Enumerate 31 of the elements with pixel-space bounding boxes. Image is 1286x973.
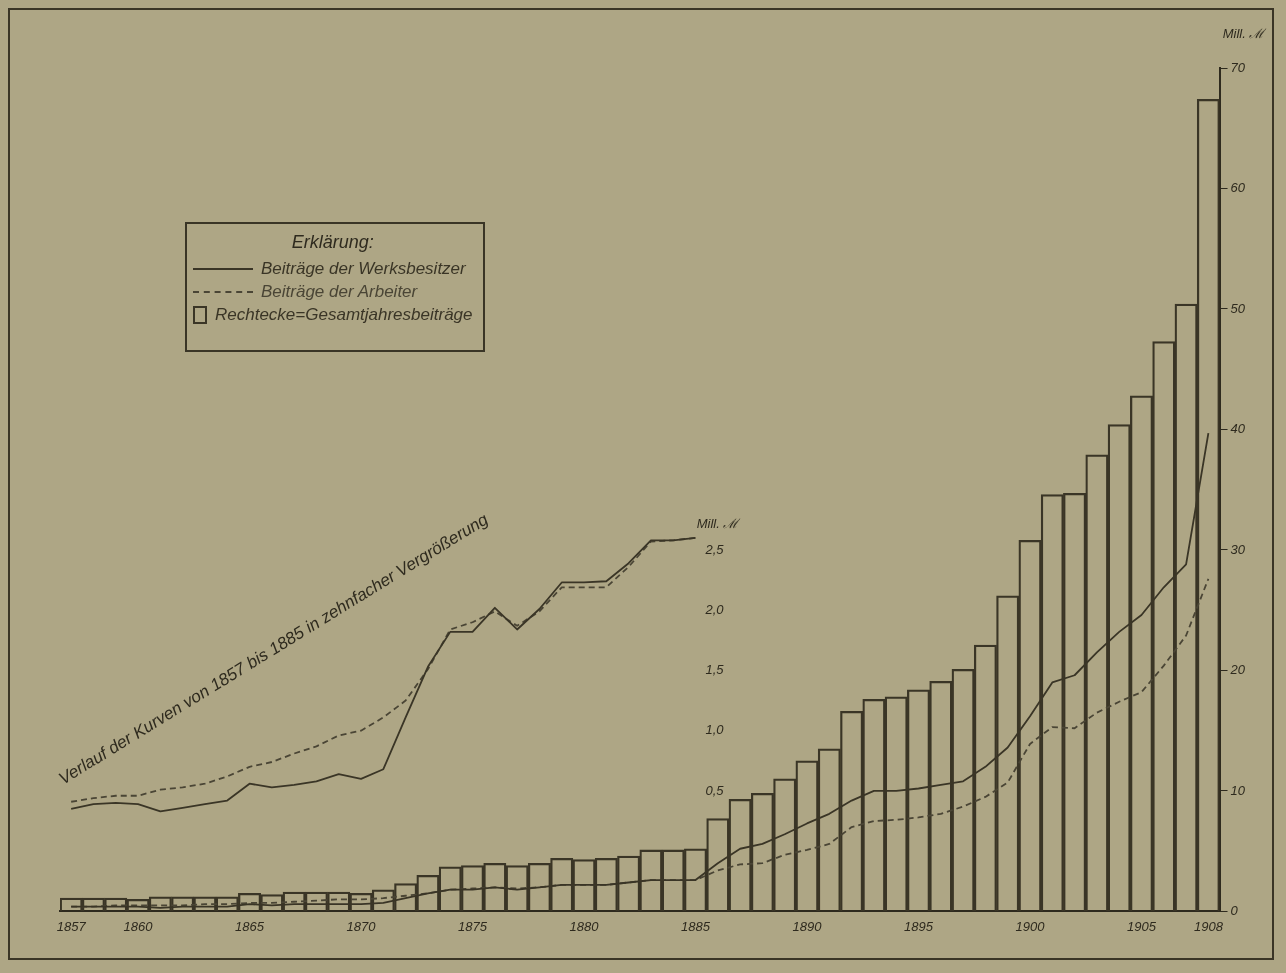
y2-tick-label: 2,5: [704, 541, 725, 557]
y-axis-title: Mill. ℳ: [1222, 26, 1268, 41]
x-tick-label: 1875: [458, 918, 488, 934]
x-tick-label: 1905: [1127, 918, 1157, 934]
x-tick-label: 1870: [346, 918, 377, 934]
y-tick-label: 40: [1230, 421, 1246, 437]
x-tick-label: 1857: [56, 918, 87, 934]
y-tick-label: 30: [1230, 541, 1246, 557]
y2-tick-label: 2,0: [704, 601, 725, 617]
y-tick-label: 50: [1230, 300, 1246, 316]
x-tick-label: 1885: [681, 918, 711, 934]
y-tick-label: 10: [1230, 782, 1246, 798]
legend-label: Beiträge der Arbeiter: [261, 282, 418, 302]
x-tick-label: 1860: [123, 918, 154, 934]
y-tick-label: 20: [1229, 662, 1246, 678]
y-tick-label: 60: [1230, 180, 1246, 196]
x-tick-label: 1908: [1193, 918, 1224, 934]
legend-title: Erklärung:: [290, 232, 375, 253]
x-tick-label: 1900: [1015, 918, 1046, 934]
y2-tick-label: 1,5: [705, 662, 725, 678]
x-tick-label: 1890: [792, 918, 823, 934]
x-tick-label: 1865: [235, 918, 265, 934]
x-tick-label: 1880: [569, 918, 600, 934]
y-tick-label: 0: [1230, 903, 1239, 919]
y-tick-label: 70: [1230, 59, 1246, 75]
x-tick-label: 1895: [904, 918, 934, 934]
legend-label: Beiträge der Werksbesitzer: [261, 259, 466, 279]
y2-tick-label: 1,0: [705, 722, 725, 738]
y2-axis-title: Mill. ℳ: [696, 515, 742, 531]
y2-tick-label: 0,5: [705, 782, 725, 798]
legend-label: Rechtecke=Gesamtjahresbeiträge: [215, 305, 473, 325]
